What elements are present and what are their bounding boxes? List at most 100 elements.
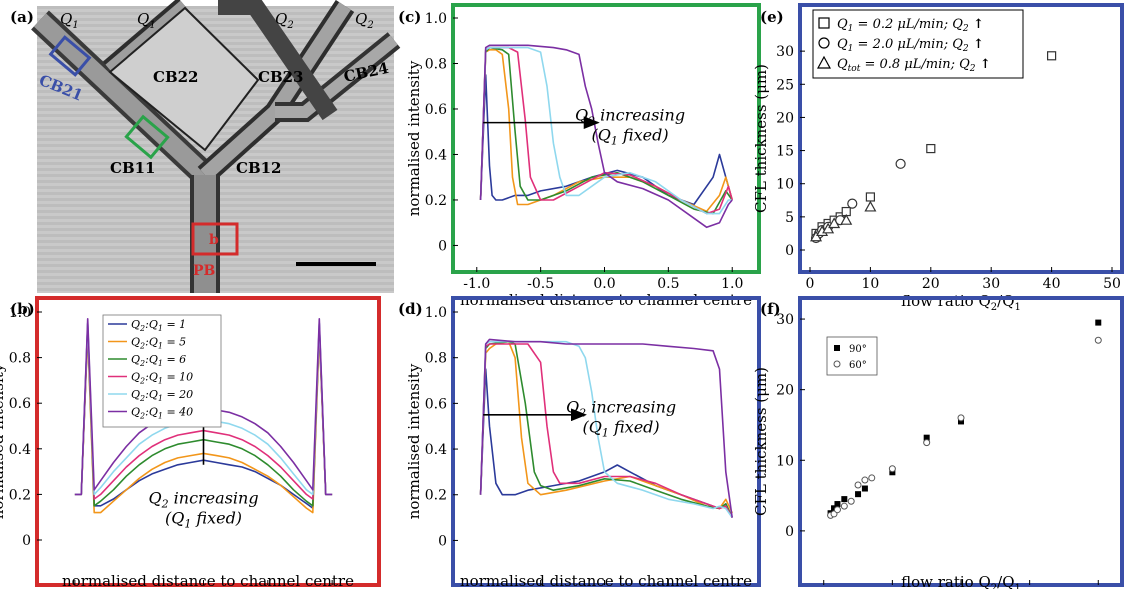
y-tick-label: 1.0 [425, 305, 447, 321]
legend-sub: 1 [158, 377, 163, 386]
x-axis-label-sub: 1 [1015, 302, 1021, 313]
x-axis-label: flow ratio Q2/Q1 [901, 573, 1021, 589]
annotation-c: Q2 increasing(Q1 fixed) [483, 105, 685, 147]
legend-text: :Q [145, 388, 158, 401]
legend-marker-square [818, 17, 830, 29]
annotation-text: Q [575, 105, 588, 124]
x-axis-label-sub: 1 [1015, 583, 1021, 589]
series-f-1 [827, 336, 1102, 519]
x-tick-label: 50 [1103, 276, 1121, 292]
x-tick-label: -0.5 [527, 276, 554, 292]
legend-sub: 1 [158, 342, 163, 351]
panel-d: (d) 00.20.40.60.81.0-1.0-0.50.00.51.0nor… [398, 296, 761, 593]
y-tick-label: 0.6 [425, 102, 447, 118]
legend-label: 90° [849, 344, 867, 355]
series-e-2 [810, 200, 877, 242]
series-line-c-2 [479, 46, 733, 215]
legend-marker-circle [818, 37, 830, 49]
legend-sub: 1 [848, 24, 854, 34]
series-line-c-4 [479, 46, 733, 215]
y-tick-label: 25 [776, 77, 794, 93]
data-point-triangle [864, 200, 877, 212]
data-point-filled-square [889, 469, 896, 476]
x-axis-label: flow ratio Q2/Q1 [901, 292, 1021, 313]
data-point-filled-square [861, 485, 868, 492]
panel-d-axes: 00.20.40.60.81.0-1.0-0.50.00.51.0normali… [405, 305, 752, 593]
legend-sub: 2 [139, 359, 145, 368]
data-point-triangle [822, 222, 835, 234]
data-point-open-circle [888, 465, 896, 473]
legend-text: Q [131, 336, 140, 349]
legend-text: ↑ [976, 57, 991, 72]
x-tick-label: 10 [861, 276, 879, 292]
legend-sub: 1 [158, 394, 163, 403]
data-point-filled-square [923, 434, 930, 441]
annotation-d: Q2 increasing(Q1 fixed) [483, 398, 676, 440]
y-tick-label: 30 [776, 312, 794, 328]
legend-text: = 1 [163, 318, 186, 331]
y-tick-label: 10 [776, 453, 794, 469]
panel-a: (a) Q1 Q1 Q2 Q2 [10, 0, 401, 293]
data-point-triangle [828, 217, 841, 229]
branch-label-cb23: CB23 [258, 68, 304, 86]
x-axis-label-text: flow ratio Q [901, 292, 991, 310]
annotation-text: (Q [583, 418, 602, 437]
legend-box [812, 9, 1024, 79]
legend-b: Q2:Q1 = 1Q2:Q1 = 5Q2:Q1 = 6Q2:Q1 = 10Q2:… [102, 314, 222, 428]
legend-label: Q1 = 2.0 μL/min; Q2 ↑ [837, 37, 984, 54]
flow-label-q1-right: Q1 [137, 10, 156, 31]
diamond-island [108, 6, 260, 152]
y-tick-label: 20 [776, 110, 794, 126]
legend-e: Q1 = 0.2 μL/min; Q2 ↑ Q1 = 2.0 μL/min; Q2… [812, 9, 1024, 79]
legend-text: Q [837, 17, 848, 32]
panel-f-tag: (f) [760, 300, 781, 318]
y-tick-label: 20 [776, 383, 794, 399]
legend-text: = 6 [163, 353, 186, 366]
legend-text: = 0.2 μL/min; Q [853, 17, 963, 32]
legend-label: Q2:Q1 = 20 [131, 388, 193, 403]
annotation-text: fixed) [609, 418, 660, 437]
roi-box-red [191, 222, 239, 256]
annotation-line2: (Q1 fixed) [165, 509, 242, 531]
branch-label-cb11: CB11 [110, 159, 156, 177]
x-axis-label-sub: 2 [991, 302, 997, 313]
series-e-0 [811, 51, 1057, 239]
panel-e-frame [798, 3, 1124, 274]
legend-text: :Q [145, 318, 158, 331]
legend-sub: 2 [962, 24, 969, 34]
legend-sub: 1 [158, 359, 163, 368]
data-point-filled-square [958, 418, 964, 425]
y-axis-label: normalised intensity [0, 363, 7, 519]
legend-box [102, 314, 222, 428]
x-axis-label-text: flow ratio Q [901, 573, 991, 589]
panel-c-frame [451, 3, 761, 274]
legend-text: = 5 [163, 336, 186, 349]
data-point-open-circle [957, 414, 965, 422]
annotation-text: (Q [591, 125, 610, 144]
y-tick-label: 0.2 [425, 488, 447, 504]
branch-label-cb22: CB22 [153, 68, 199, 86]
y-tick-label: 0.6 [425, 396, 447, 412]
legend-text: = 10 [163, 371, 193, 384]
data-point-circle [895, 158, 906, 169]
legend-label: Qtot = 0.8 μL/min; Q2 ↑ [837, 57, 991, 74]
y-tick-label: 0 [438, 238, 447, 254]
annotation-text: Q [566, 398, 579, 417]
y-axis-label: normalised intensity [405, 363, 423, 519]
data-point-triangle [810, 230, 823, 242]
y-tick-label: 0 [438, 533, 447, 549]
y-tick-label: 0 [785, 524, 794, 540]
y-tick-label: 0.4 [425, 442, 447, 458]
legend-text: = 0.8 μL/min; Q [860, 57, 970, 72]
legend-marker-open-circle [833, 360, 841, 368]
annotation-line1: Q2 increasing [566, 398, 676, 420]
series-line-d-3 [479, 343, 733, 518]
data-point-circle [847, 198, 858, 209]
y-tick-label: 5 [785, 210, 794, 226]
data-point-square [1046, 51, 1057, 61]
annotation-line2: (Q1 fixed) [583, 418, 660, 440]
x-tick-label: 30 [982, 276, 1000, 292]
flow-label-q2-left: Q2 [275, 10, 294, 31]
